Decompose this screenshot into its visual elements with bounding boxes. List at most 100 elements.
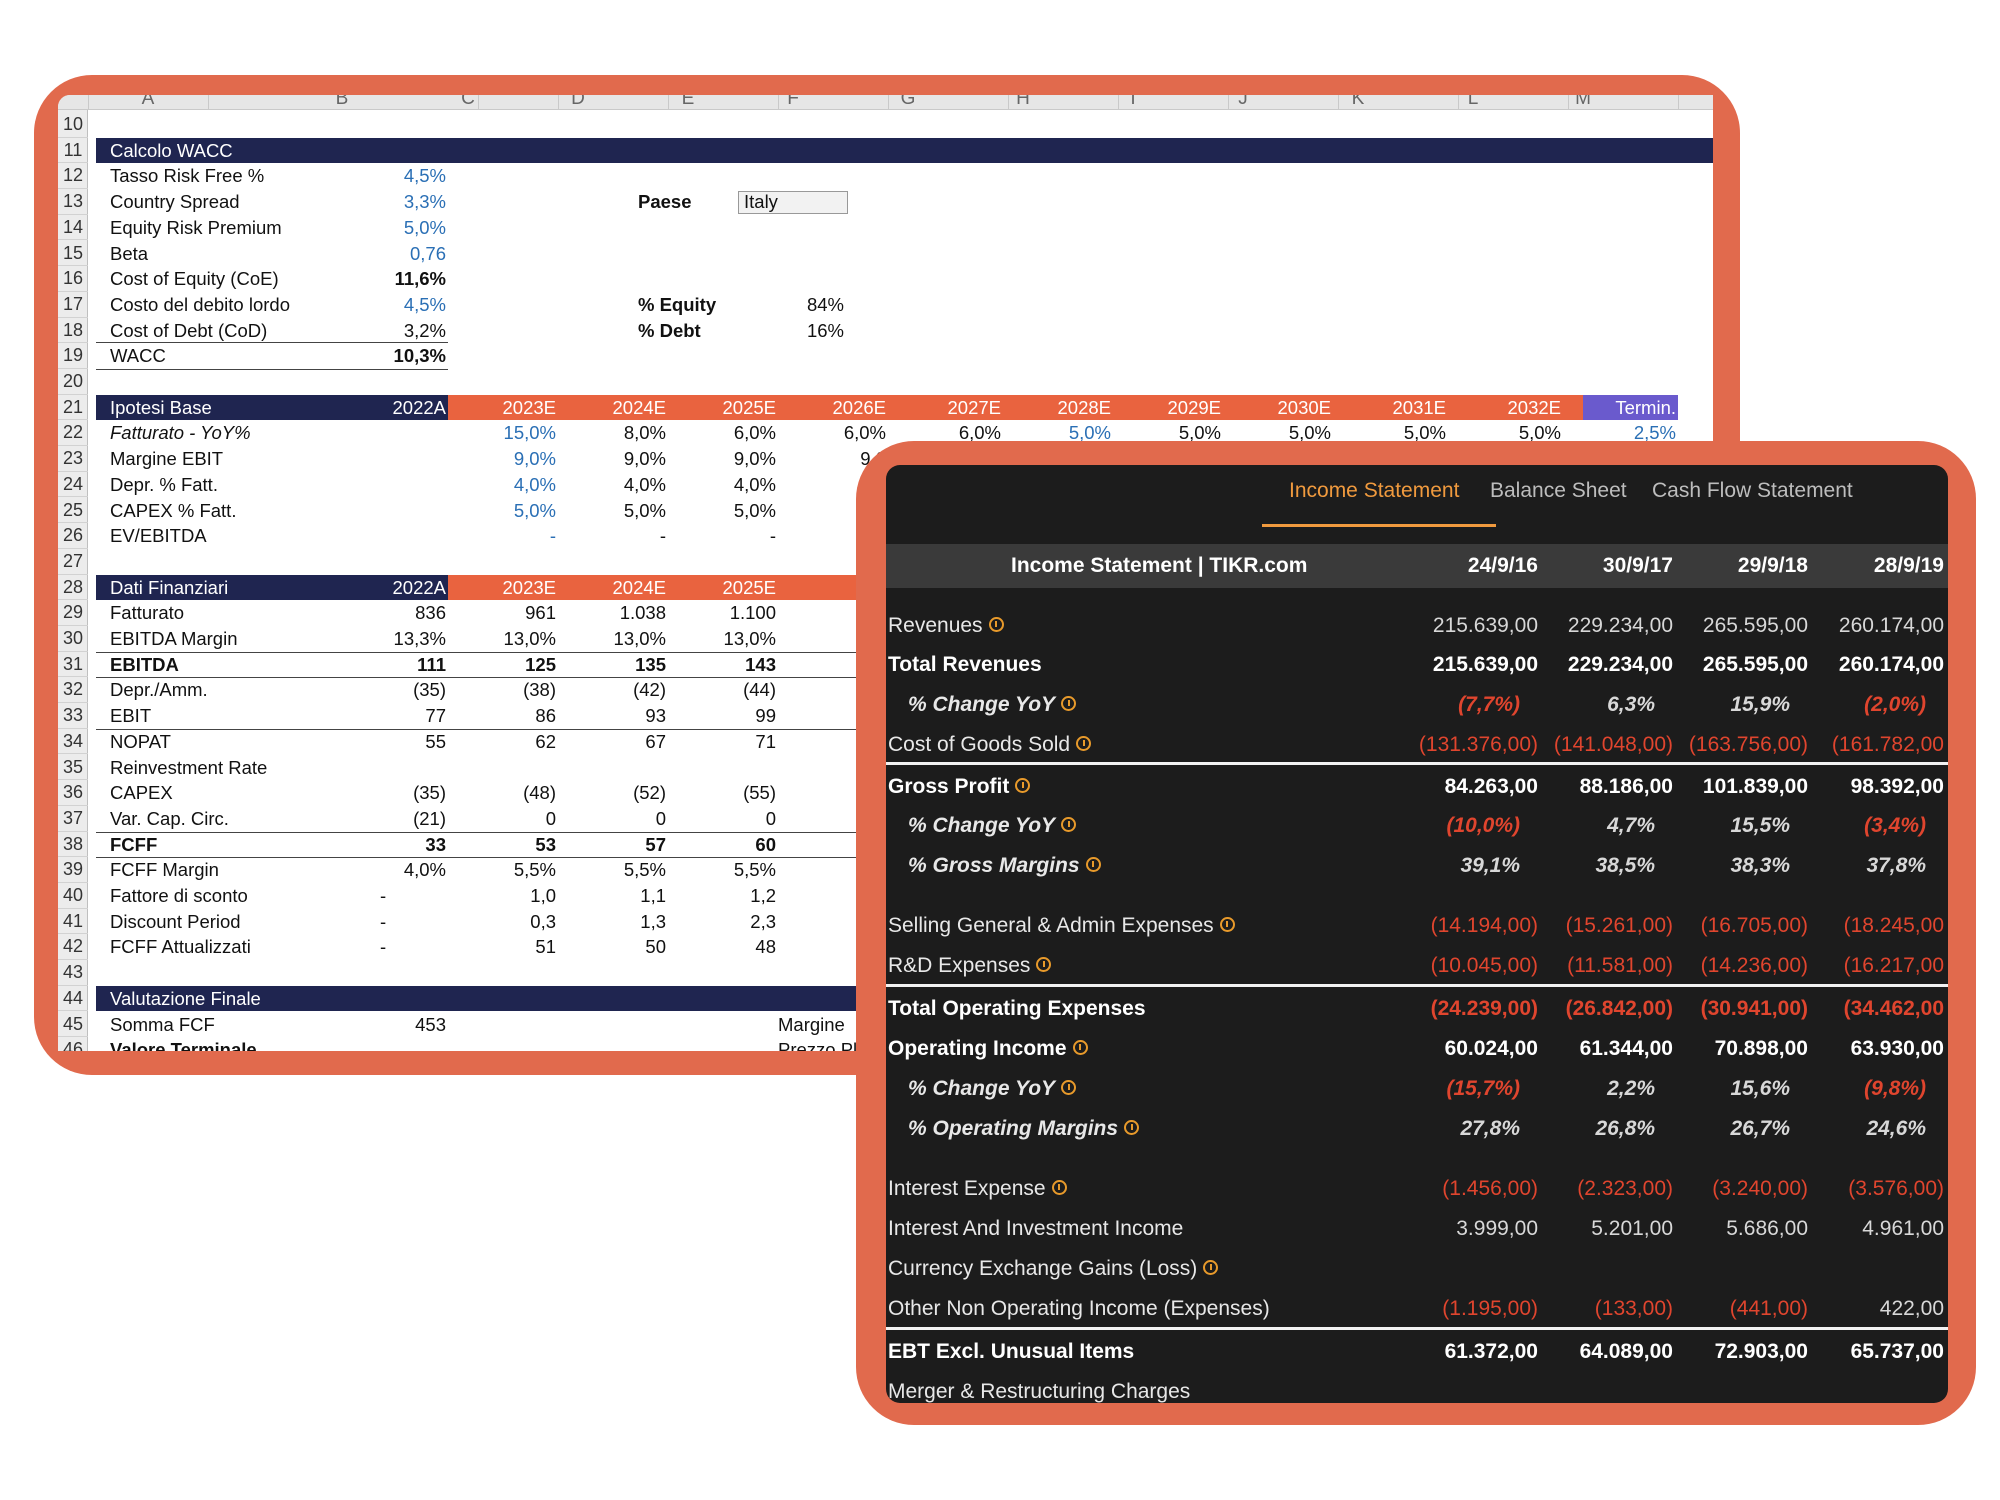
period-header[interactable]: 29/9/18 <box>1737 554 1808 577</box>
line-item-value[interactable]: (26.842,00) <box>1565 997 1673 1020</box>
line-item-label[interactable]: % Change YoY <box>908 811 1077 841</box>
info-icon[interactable] <box>1072 1039 1088 1055</box>
dati-label[interactable]: Discount Period <box>110 910 241 932</box>
ipotesi-value[interactable]: 5,0% <box>733 499 776 521</box>
info-icon[interactable] <box>1015 777 1031 793</box>
line-item-value[interactable]: 101.839,00 <box>1702 775 1808 798</box>
dati-value[interactable]: 1,1 <box>640 885 666 906</box>
line-item-label[interactable]: Operating Income <box>888 1034 1088 1064</box>
dati-label[interactable]: FCFF <box>110 833 158 855</box>
line-item-label[interactable]: Interest And Investment Income <box>888 1214 1183 1244</box>
dati-value[interactable]: (21) <box>413 807 446 829</box>
ipotesi-value[interactable]: - <box>549 525 556 547</box>
wacc-label[interactable]: Beta <box>110 242 149 264</box>
dati-value[interactable]: 33 <box>425 833 446 855</box>
line-item-value[interactable]: (7,7%) <box>1458 693 1520 716</box>
column-header-l[interactable]: L <box>1467 95 1479 109</box>
line-item-value[interactable]: (9,8%) <box>1864 1077 1926 1100</box>
ipotesi-label[interactable]: CAPEX % Fatt. <box>110 499 237 521</box>
line-item-value[interactable]: (1.195,00) <box>1442 1297 1538 1320</box>
line-item-value[interactable]: 26,8% <box>1595 1117 1655 1140</box>
info-icon[interactable] <box>1061 695 1077 711</box>
dati-value[interactable]: 86 <box>535 705 556 727</box>
line-item-value[interactable]: 265.595,00 <box>1702 653 1808 676</box>
row-number[interactable]: 13 <box>58 189 88 215</box>
dati-value[interactable]: - <box>380 936 387 958</box>
row-number[interactable]: 42 <box>58 934 88 961</box>
line-item-label[interactable]: % Change YoY <box>908 1074 1077 1104</box>
row-number[interactable]: 30 <box>58 626 88 652</box>
ipotesi-value[interactable]: 4,0% <box>623 473 666 495</box>
line-item-value[interactable]: 5.686,00 <box>1726 1217 1808 1240</box>
valutazione-value[interactable]: 453 <box>415 1013 446 1035</box>
dati-value[interactable]: 111 <box>417 653 446 675</box>
year-header[interactable]: 2030E <box>1277 396 1332 418</box>
dati-label[interactable]: EBITDA <box>110 653 179 675</box>
line-item-label[interactable]: % Change YoY <box>908 690 1077 720</box>
dati-value[interactable]: 62 <box>535 730 556 752</box>
dati-value[interactable]: (38) <box>523 679 556 701</box>
column-header-c[interactable]: C <box>461 95 475 109</box>
dati-value[interactable]: 125 <box>525 653 556 675</box>
line-item-value[interactable]: (1.456,00) <box>1442 1177 1538 1200</box>
column-header-a[interactable]: A <box>141 95 155 109</box>
row-number[interactable]: 29 <box>58 600 88 626</box>
ipotesi-value[interactable]: 5,0% <box>1518 422 1561 444</box>
line-item-label[interactable]: R&D Expenses <box>888 951 1052 981</box>
line-item-value[interactable]: (3.240,00) <box>1712 1177 1808 1200</box>
line-item-value[interactable]: (11.581,00) <box>1567 954 1673 977</box>
row-number[interactable]: 22 <box>58 420 88 447</box>
line-item-value[interactable]: 26,7% <box>1730 1117 1790 1140</box>
ipotesi-value[interactable]: 5,0% <box>1068 422 1111 444</box>
line-item-value[interactable]: 39,1% <box>1460 854 1520 877</box>
period-header[interactable]: 24/9/16 <box>1467 554 1538 577</box>
line-item-label[interactable]: Merger & Restructuring Charges <box>888 1377 1190 1403</box>
dati-value[interactable]: 13,0% <box>613 628 666 649</box>
line-item-label[interactable]: Interest Expense <box>888 1174 1067 1204</box>
line-item-value[interactable]: 88.186,00 <box>1579 775 1673 798</box>
line-item-value[interactable]: 6,3% <box>1607 693 1655 716</box>
dati-value[interactable]: 1,2 <box>750 885 776 906</box>
line-item-label[interactable]: % Operating Margins <box>908 1114 1140 1144</box>
dati-label[interactable]: Reinvestment Rate <box>110 756 268 778</box>
dati-label[interactable]: EBITDA Margin <box>110 628 238 649</box>
row-number[interactable]: 20 <box>58 369 88 395</box>
ipotesi-value[interactable]: 9,0% <box>623 448 666 470</box>
dati-value[interactable]: 0 <box>655 807 666 829</box>
dati-value[interactable]: 93 <box>645 705 666 727</box>
dati-value[interactable]: 60 <box>755 833 776 855</box>
wacc-value[interactable]: 10,3% <box>393 345 446 367</box>
ipotesi-value[interactable]: 5,0% <box>1288 422 1331 444</box>
year-header[interactable]: 2023E <box>502 396 557 418</box>
line-item-value[interactable]: 4.961,00 <box>1862 1217 1944 1240</box>
dati-label[interactable]: Var. Cap. Circ. <box>110 807 229 829</box>
dati-value[interactable]: 1.038 <box>619 602 666 624</box>
dati-value[interactable]: 77 <box>425 705 446 727</box>
line-item-value[interactable]: (10,0%) <box>1446 814 1520 837</box>
dati-value[interactable]: 53 <box>535 833 556 855</box>
wacc-label[interactable]: Equity Risk Premium <box>110 216 282 238</box>
line-item-value[interactable]: (34.462,00 <box>1843 997 1944 1020</box>
ipotesi-value[interactable]: 2,5% <box>1633 422 1676 444</box>
line-item-label[interactable]: Currency Exchange Gains (Loss) <box>888 1254 1219 1284</box>
line-item-value[interactable]: 61.344,00 <box>1579 1037 1673 1060</box>
wacc-label[interactable]: WACC <box>110 345 166 367</box>
row-number[interactable]: 14 <box>58 215 88 241</box>
line-item-value[interactable]: 72.903,00 <box>1714 1340 1808 1363</box>
row-number[interactable]: 44 <box>58 986 88 1012</box>
dati-value[interactable]: 4,0% <box>403 859 446 881</box>
row-number[interactable]: 25 <box>58 498 88 524</box>
ipotesi-value[interactable]: 5,0% <box>1178 422 1221 444</box>
line-item-value[interactable]: (161.782,00 <box>1831 733 1944 756</box>
wacc-label[interactable]: Country Spread <box>110 191 240 213</box>
wacc-label[interactable]: Cost of Debt (CoD) <box>110 319 268 341</box>
ipotesi-value[interactable]: 9,0% <box>513 448 556 470</box>
dati-value[interactable]: 135 <box>635 653 666 675</box>
wacc-value[interactable]: 4,5% <box>403 165 446 187</box>
year-header[interactable]: 2024E <box>612 576 667 598</box>
row-number[interactable]: 40 <box>58 883 88 909</box>
dati-value[interactable]: (42) <box>633 679 666 701</box>
dati-label[interactable]: Depr./Amm. <box>110 679 208 701</box>
line-item-value[interactable]: (163.756,00) <box>1688 733 1808 756</box>
column-header-h[interactable]: H <box>1016 95 1030 109</box>
